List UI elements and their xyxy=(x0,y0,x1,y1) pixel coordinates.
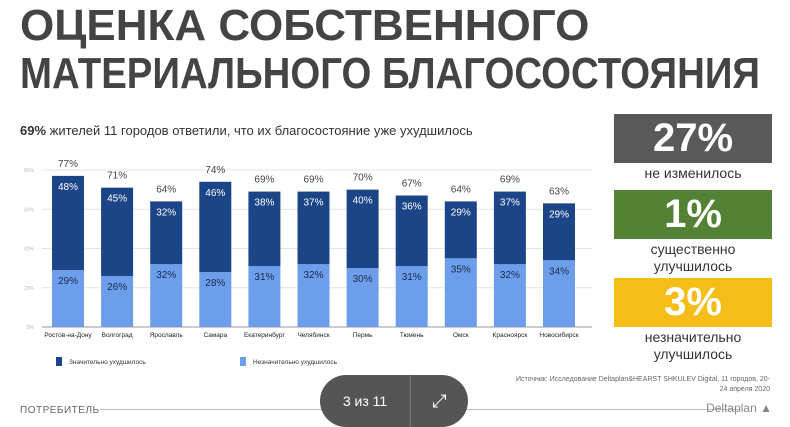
total-label: 74% xyxy=(205,165,225,176)
legend-label: Значительно ухудшилось xyxy=(69,359,146,366)
brand-name: Deltaplan xyxy=(706,401,757,415)
bar-segment xyxy=(297,191,330,265)
legend-swatch xyxy=(240,357,246,366)
page-title: ОЦЕНКА СОБСТВЕННОГО МАТЕРИАЛЬНОГО БЛАГОС… xyxy=(20,2,790,98)
slide-counter: 3 из 11 xyxy=(342,393,388,409)
total-label: 69% xyxy=(303,175,323,186)
data-label: 32% xyxy=(156,270,176,281)
category-label: Тюмень xyxy=(400,332,424,339)
summary-box-slightly-improved: 3% xyxy=(614,278,772,327)
bar-segment xyxy=(346,268,379,327)
category-label: Новосибирск xyxy=(539,331,578,339)
data-label: 37% xyxy=(500,198,520,209)
category-label: Екатеринбург xyxy=(244,331,286,339)
total-label: 64% xyxy=(451,184,471,195)
subtitle: 69% жителей 11 городов ответили, что их … xyxy=(20,123,473,138)
data-label: 46% xyxy=(205,188,225,199)
data-label: 26% xyxy=(107,282,127,293)
y-tick-label: 40% xyxy=(24,247,35,253)
y-tick-label: 20% xyxy=(24,286,35,292)
bar-segment xyxy=(297,264,330,327)
data-label: 29% xyxy=(549,209,569,220)
bar-segment xyxy=(346,189,379,269)
category-label: Пермь xyxy=(353,332,373,339)
y-tick-label: 0% xyxy=(27,325,35,331)
category-label: Самара xyxy=(203,332,227,339)
summary-label-significantly-improved: существенно улучшилось xyxy=(650,241,736,274)
bar-segment xyxy=(248,191,281,267)
category-label: Омск xyxy=(453,332,469,339)
legend-swatch xyxy=(56,357,62,366)
total-label: 67% xyxy=(402,179,422,190)
category-label: Ярославль xyxy=(150,332,184,339)
summary-box-unchanged: 27% xyxy=(614,114,772,163)
total-label: 64% xyxy=(156,184,176,195)
total-label: 69% xyxy=(500,175,520,186)
total-label: 70% xyxy=(353,173,373,184)
bar-segment xyxy=(199,181,232,273)
data-label: 38% xyxy=(254,198,274,209)
total-label: 63% xyxy=(549,186,569,197)
data-label: 32% xyxy=(500,270,520,281)
bar-segment xyxy=(101,275,134,327)
category-label: Ростов-на-Дону xyxy=(44,332,92,339)
bar-segment xyxy=(543,203,575,261)
summary-label-slightly-improved: незначительно улучшилось xyxy=(644,329,742,362)
category-label: Челябинск xyxy=(297,331,329,339)
data-label: 28% xyxy=(205,278,225,289)
data-label: 29% xyxy=(451,207,471,218)
bar-segment xyxy=(199,272,232,327)
bar-segment xyxy=(52,270,84,327)
bar-segment xyxy=(52,175,84,271)
stacked-bar-chart: 0% 20% 40% 60% 80% 29% 48% 77% Ростов-на-Дону 26%… xyxy=(24,159,592,366)
category-label: Волгоград xyxy=(102,332,133,339)
bar-segment xyxy=(150,264,183,327)
data-label: 35% xyxy=(451,264,471,275)
data-label: 37% xyxy=(303,198,323,209)
data-label: 34% xyxy=(549,266,569,277)
bar-segment xyxy=(150,201,183,265)
section-label: ПОТРЕБИТЕЛЬ xyxy=(20,405,100,416)
legend-label: Незначительно ухудшилось xyxy=(253,359,338,366)
data-label: 48% xyxy=(58,182,78,193)
pager-divider xyxy=(410,375,411,427)
y-tick-label: 80% xyxy=(24,168,35,174)
slide-pager: 3 из 11 ⤢ xyxy=(320,375,468,427)
data-label: 30% xyxy=(353,274,373,285)
bar-segment xyxy=(248,266,281,327)
total-label: 77% xyxy=(58,159,78,170)
bar-segment xyxy=(444,201,477,259)
bar-segment xyxy=(444,258,477,327)
bar-segment xyxy=(395,195,428,267)
triangle-icon: ▲ xyxy=(760,401,772,415)
data-label: 31% xyxy=(254,272,274,283)
brand-logo: Deltaplan ▲ xyxy=(706,401,772,415)
data-label: 40% xyxy=(353,196,373,207)
data-label: 29% xyxy=(58,276,78,287)
bar-segment xyxy=(395,266,428,327)
data-label: 32% xyxy=(156,207,176,218)
subtitle-text: жителей 11 городов ответили, что их благ… xyxy=(46,123,473,138)
bar-segment xyxy=(493,191,526,265)
total-label: 69% xyxy=(254,175,274,186)
title-line-2: МАТЕРИАЛЬНОГО БЛАГОСОСТОЯНИЯ xyxy=(20,49,760,98)
data-label: 32% xyxy=(303,270,323,281)
expand-arrows-icon[interactable]: ⤢ xyxy=(432,390,447,411)
data-label: 45% xyxy=(107,194,127,205)
data-label: 31% xyxy=(402,272,422,283)
summary-label-unchanged: не изменилось xyxy=(644,165,742,181)
bar-segment xyxy=(101,187,134,276)
data-label: 36% xyxy=(402,202,422,213)
bar-segment xyxy=(493,264,526,327)
subtitle-highlight: 69% xyxy=(20,123,47,138)
title-line-1: ОЦЕНКА СОБСТВЕННОГО xyxy=(20,1,590,50)
source-note: Источник: Исследование Deltaplan&HEARST … xyxy=(515,376,770,393)
total-label: 71% xyxy=(107,171,127,182)
category-label: Красноярск xyxy=(493,332,528,339)
bar-segment xyxy=(543,260,575,327)
summary-box-significantly-improved: 1% xyxy=(614,190,772,239)
y-tick-label: 60% xyxy=(24,207,35,213)
